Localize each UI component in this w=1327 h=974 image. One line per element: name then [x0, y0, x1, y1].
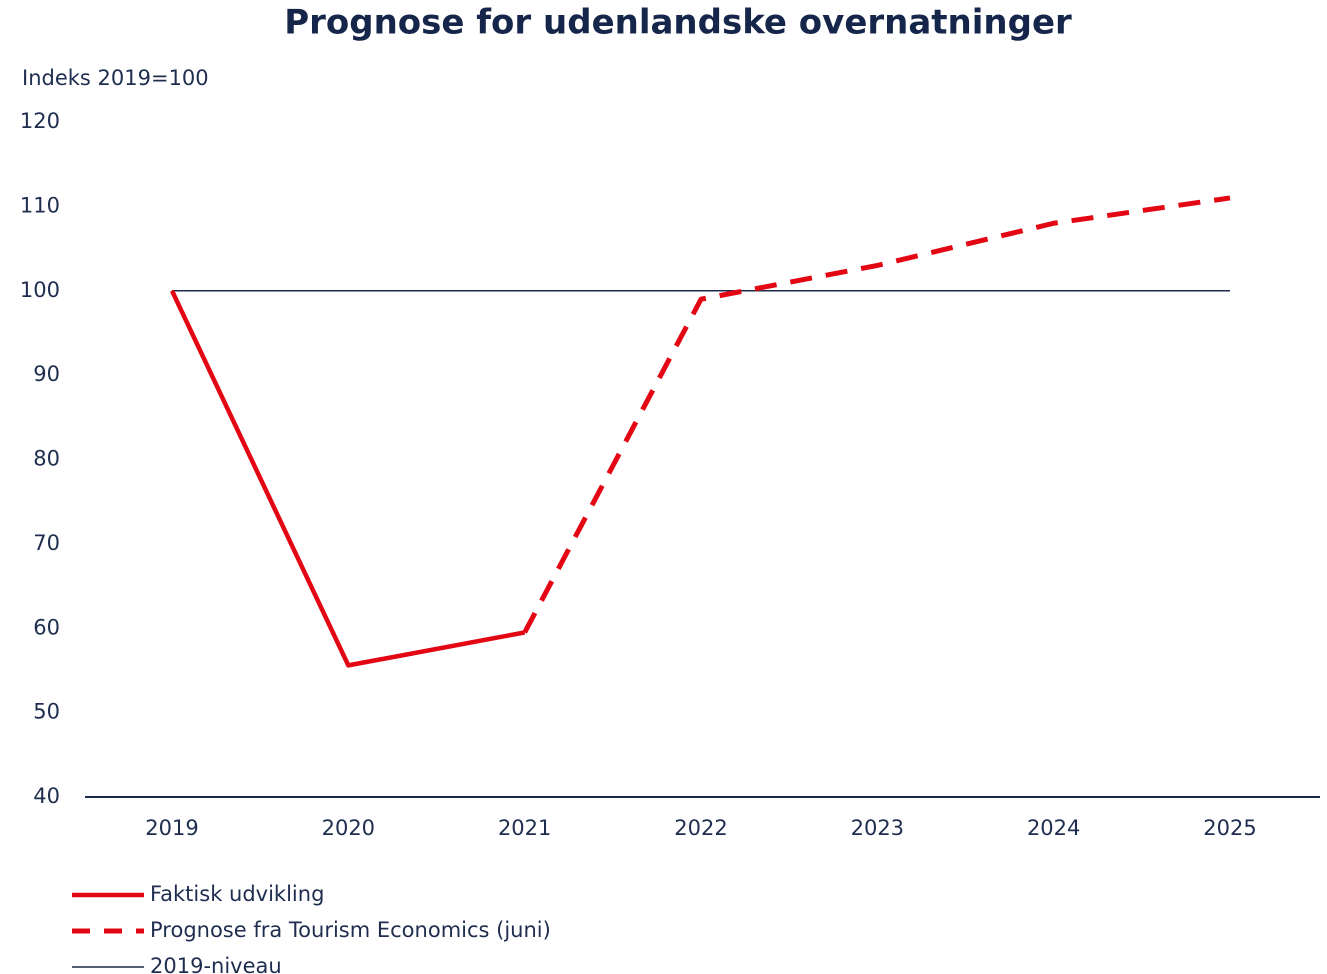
x-tick-label: 2024 [1027, 816, 1080, 840]
x-tick-label: 2021 [498, 816, 551, 840]
chart-title: Prognose for udenlandske overnatninger [284, 3, 1072, 43]
x-tick-label: 2025 [1203, 816, 1256, 840]
y-tick-label: 110 [20, 193, 60, 217]
x-tick-label: 2019 [145, 816, 198, 840]
legend-label: Faktisk udvikling [150, 882, 324, 906]
legend-label: Prognose fra Tourism Economics (juni) [150, 918, 551, 942]
y-tick-label: 90 [33, 362, 60, 386]
series-line [522, 195, 1231, 634]
series-line [169, 289, 526, 668]
x-tick-label: 2020 [322, 816, 375, 840]
legend-label: 2019-niveau [150, 954, 282, 974]
x-tick-label: 2022 [674, 816, 727, 840]
x-tick-label: 2023 [851, 816, 904, 840]
y-tick-label: 40 [33, 784, 60, 808]
y-tick-label: 70 [33, 531, 60, 555]
y-tick-label: 50 [33, 700, 60, 724]
y-tick-label: 100 [20, 278, 60, 302]
y-axis-label: Indeks 2019=100 [22, 66, 209, 90]
y-tick-label: 60 [33, 615, 60, 639]
y-tick-label: 80 [33, 447, 60, 471]
y-tick-label: 120 [20, 109, 60, 133]
